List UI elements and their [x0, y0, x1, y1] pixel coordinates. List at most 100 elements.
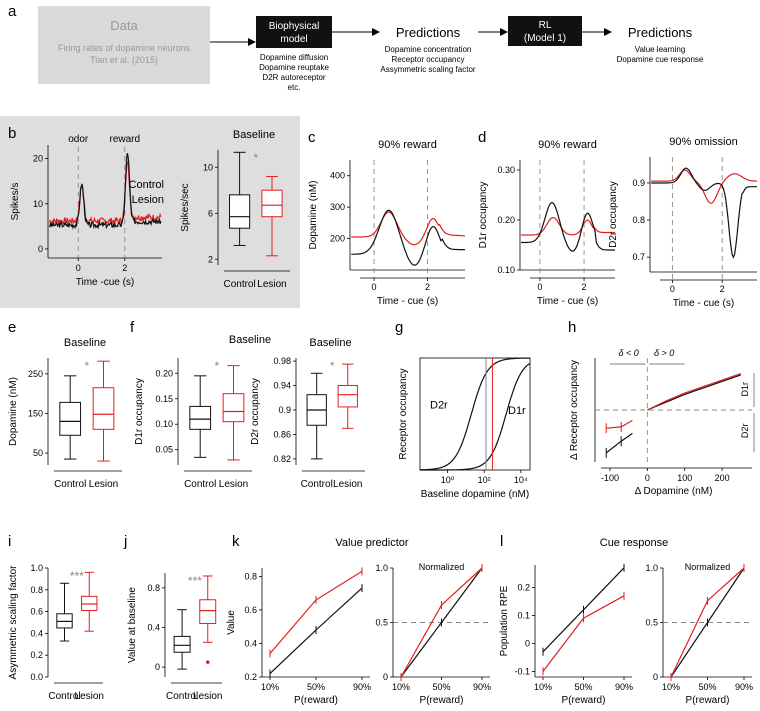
data-box: [38, 6, 210, 84]
bio-title-2: model: [280, 34, 307, 45]
k1-xtick-label: 90%: [353, 682, 371, 692]
i-category-1: Lesion: [75, 691, 104, 702]
l1-ytick-label: -0.1: [514, 666, 530, 676]
f2-ytick-label: 0.94: [273, 381, 291, 391]
j-ylabel: Value at baseline: [127, 587, 138, 663]
g-xlabel: Baseline dopamine (nM): [421, 489, 529, 500]
pred1-item-3: Assymmetric scaling factor: [380, 65, 475, 74]
g-label-d2r: D2r: [430, 399, 448, 411]
h-label-d1r: D1r: [740, 382, 750, 397]
f2-ytick-label: 0.82: [273, 454, 291, 464]
chart-l1: -0.1 0 0.1 0.2 10% 50% 90% Population RPE P(rewa…: [499, 533, 668, 706]
i-ytick-label: 0.8: [30, 585, 43, 595]
i-significance: ***: [70, 569, 84, 583]
e-ylabel: Dopamine (nM): [8, 377, 19, 446]
h-annot-pos: δ > 0: [654, 348, 674, 358]
h-lesion-line-0: [606, 419, 633, 429]
i-ytick-label: 1.0: [30, 563, 43, 573]
b1-ylabel: Spikes/s: [10, 183, 21, 221]
g-xtick-label: 10²: [478, 475, 491, 485]
g-ylabel: Receptor occupancy: [398, 368, 409, 459]
f2-box-1: [337, 385, 358, 408]
h-xtick-label: -100: [601, 473, 619, 483]
pred2-item-2: Dopamine cue response: [617, 55, 704, 64]
chart-c: 200 300 400 0 2 90% reward Dopamine (nM) Time -…: [308, 129, 465, 307]
i-ytick-label: 0.6: [30, 607, 43, 617]
arrow-4-head: [604, 28, 612, 36]
arrow-3-head: [500, 28, 508, 36]
l1-xtick-label: 50%: [574, 682, 592, 692]
k1-xtick-label: 50%: [307, 682, 325, 692]
b1-xlabel: Time -cue (s): [76, 277, 135, 288]
j-category-1: Lesion: [193, 691, 222, 702]
e-category-1: Lesion: [89, 479, 118, 490]
chart-d2: 0.7 0.8 0.9 0 2 90% omission D2r occupancy Time…: [608, 136, 758, 309]
b1-ytick-label: 20: [33, 154, 43, 164]
f1-category-1: Lesion: [219, 479, 248, 490]
chart-h: -100 0 100 200 δ < 0 δ > 0 D1r D2r Δ Receptor oc…: [568, 319, 755, 497]
panel-label-d: d: [478, 129, 486, 146]
h-control-line-1: [647, 374, 741, 411]
b2-box-1: [261, 189, 283, 218]
panel-label-k: k: [232, 533, 240, 550]
d1-ylabel: D1r occupancy: [478, 182, 489, 249]
h-label-d2r: D2r: [740, 424, 750, 439]
pred2-item-1: Value learning: [635, 45, 686, 54]
b1-legend-lesion: Lesion: [132, 194, 164, 206]
d1-ytick-label: 0.10: [497, 265, 515, 275]
chart-f1: 0.05 0.10 0.15 0.20 Control Lesion * D1r occupa…: [130, 319, 252, 490]
e-significance: *: [85, 359, 90, 373]
d1-title: 90% reward: [538, 139, 597, 151]
panel-label-l: l: [500, 533, 503, 550]
l1-ytick-label: 0.1: [517, 610, 530, 620]
chart-l2: 0 0.5 1.0 10% 50% 90% Normalized P(reward): [645, 562, 753, 706]
l2-ytick-label: 1.0: [645, 563, 658, 573]
b2-category-0: Control: [223, 279, 255, 290]
f1-box-1: [222, 393, 245, 423]
b1-control-line: [48, 153, 162, 230]
f2-category-0: Control: [301, 479, 333, 490]
g-xtick-label: 10⁴: [514, 475, 528, 485]
e-ytick-label: 150: [28, 408, 43, 418]
pred1-title: Predictions: [396, 25, 461, 40]
h-control-line-0: [605, 432, 633, 454]
pred1-item-2: Receptor occupancy: [392, 55, 465, 64]
b1-legend-control: Control: [129, 179, 164, 191]
bio-title-1: Biophysical: [269, 21, 320, 32]
k-suptitle: Value predictor: [335, 537, 409, 549]
j-ytick-label: 0.4: [147, 622, 160, 632]
i-ytick-label: 0.0: [30, 672, 43, 682]
l2-xtick-label: 50%: [698, 682, 716, 692]
b2-ylabel: Spikes/sec: [180, 183, 191, 231]
b2-title: Baseline: [233, 129, 275, 141]
d2-control-line: [651, 167, 757, 259]
j-category-0: Control: [166, 691, 198, 702]
bio-item-1: Dopamine diffusion: [260, 53, 328, 62]
i-ylabel: Asymmetric scaling factor: [8, 565, 19, 680]
chart-d1: 0.10 0.20 0.30 0 2 90% reward D1r occupancy Tim…: [478, 129, 615, 307]
k2-xtick-label: 10%: [392, 682, 410, 692]
d2-xlabel: Time - cue (s): [673, 298, 734, 309]
c-control-line: [351, 209, 465, 266]
bio-box: [256, 16, 332, 48]
b2-significance: *: [253, 151, 258, 165]
l1-ytick-label: 0.2: [517, 582, 530, 592]
f2-ytick-label: 0.98: [273, 356, 291, 366]
k2-title: Normalized: [419, 562, 465, 572]
f1-ytick-label: 0.20: [155, 368, 173, 378]
b1-lesion-line: [48, 160, 162, 226]
f2-ytick-label: 0.9: [278, 405, 291, 415]
f2-category-1: Lesion: [333, 479, 362, 490]
panel-label-g: g: [395, 319, 403, 336]
d2-ytick-label: 0.7: [632, 252, 645, 262]
f1-ytick-label: 0.15: [155, 394, 173, 404]
h-annot-neg: δ < 0: [619, 348, 639, 358]
c-ylabel: Dopamine (nM): [308, 181, 319, 250]
i-ytick-label: 0.4: [30, 628, 43, 638]
d1-xlabel: Time - cue (s): [537, 296, 598, 307]
l2-xlabel: P(reward): [686, 695, 730, 706]
l1-ytick-label: 0: [525, 638, 530, 648]
c-title: 90% reward: [378, 139, 437, 151]
